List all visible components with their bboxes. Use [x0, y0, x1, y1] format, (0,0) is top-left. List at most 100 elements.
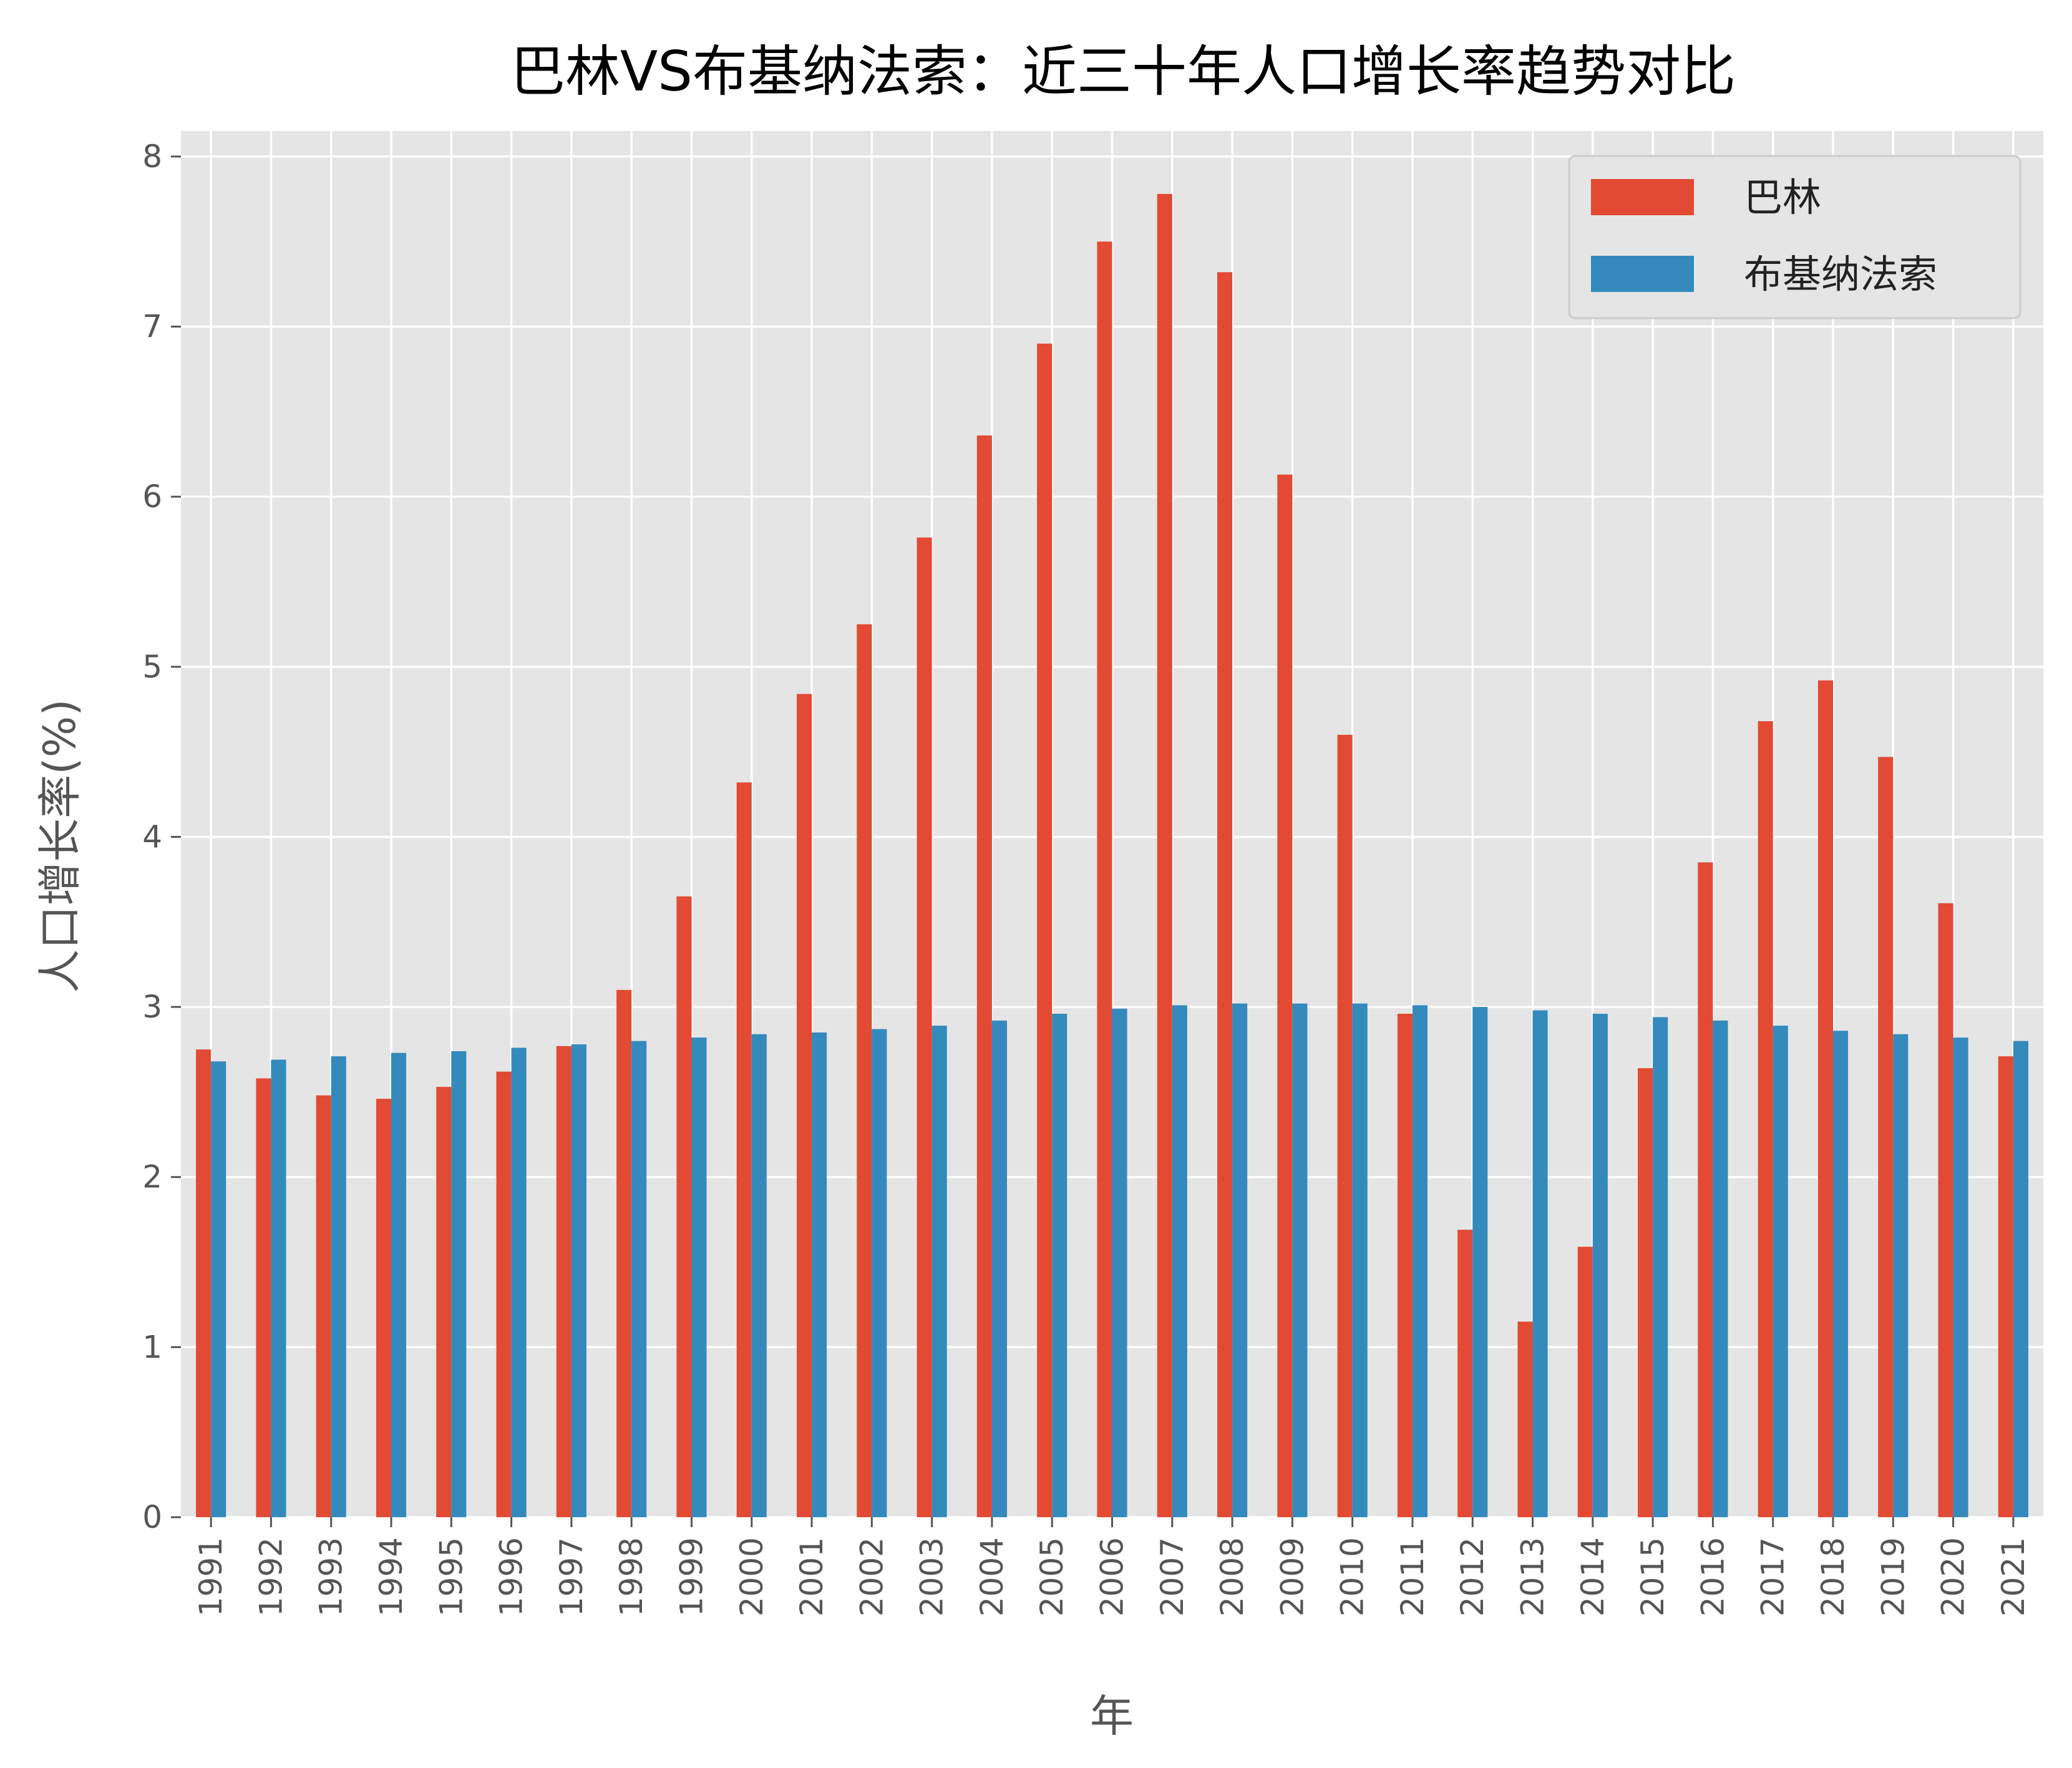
x-tick-label: 2017 — [1755, 1537, 1791, 1616]
bar-burkina-faso — [931, 1026, 947, 1517]
bar-burkina-faso — [211, 1061, 226, 1517]
x-tick-label: 2012 — [1454, 1537, 1491, 1616]
x-tick-label: 2007 — [1154, 1537, 1190, 1616]
x-tick-label: 2003 — [914, 1537, 950, 1616]
legend-label-burkina-faso: 布基纳法索 — [1744, 251, 1937, 297]
y-tick-label: 0 — [142, 1499, 162, 1535]
x-tick-label: 2021 — [1995, 1537, 2031, 1616]
bar-bahrain — [1457, 1230, 1473, 1517]
bar-burkina-faso — [1592, 1013, 1608, 1517]
bar-bahrain — [256, 1078, 271, 1517]
x-tick-label: 2009 — [1274, 1537, 1310, 1616]
bar-burkina-faso — [751, 1034, 767, 1517]
bar-bahrain — [496, 1071, 512, 1517]
legend-swatch-burkina-faso — [1591, 256, 1694, 292]
bar-bahrain — [1277, 474, 1293, 1518]
bar-burkina-faso — [991, 1020, 1007, 1517]
bar-bahrain — [616, 989, 632, 1517]
x-tick-label: 1992 — [253, 1537, 289, 1616]
x-tick-label: 2020 — [1935, 1537, 1972, 1616]
x-axis-label: 年 — [1090, 1691, 1134, 1742]
bar-burkina-faso — [1532, 1010, 1548, 1517]
bar-bahrain — [1217, 272, 1233, 1518]
bar-bahrain — [976, 435, 992, 1517]
chart-title: 巴林VS布基纳法索：近三十年人口增长率趋势对比 — [510, 39, 1736, 104]
bar-bahrain — [1817, 680, 1833, 1517]
bar-bahrain — [1397, 1013, 1413, 1517]
bar-bahrain — [1878, 757, 1894, 1517]
bar-burkina-faso — [1052, 1013, 1068, 1517]
x-tick-label: 2014 — [1575, 1537, 1611, 1616]
bar-burkina-faso — [571, 1044, 586, 1517]
legend-swatch-bahrain — [1591, 179, 1694, 215]
legend: 巴林 布基纳法索 — [1568, 155, 2021, 319]
y-tick-label: 1 — [142, 1329, 162, 1365]
x-tick-label: 2001 — [794, 1537, 830, 1616]
x-tick-label: 2019 — [1875, 1537, 1911, 1616]
bar-bahrain — [1097, 241, 1112, 1517]
bar-bahrain — [1517, 1321, 1533, 1517]
x-tick-label: 1998 — [613, 1537, 649, 1616]
x-tick-label: 2015 — [1635, 1537, 1671, 1616]
bar-burkina-faso — [511, 1047, 527, 1517]
bar-burkina-faso — [1832, 1031, 1849, 1517]
x-tick-label: 2013 — [1515, 1537, 1551, 1616]
bar-burkina-faso — [451, 1051, 467, 1517]
x-tick-label: 2010 — [1335, 1537, 1371, 1616]
x-tick-label: 1999 — [673, 1537, 709, 1616]
bar-bahrain — [376, 1099, 392, 1517]
bar-burkina-faso — [271, 1059, 286, 1517]
bar-bahrain — [316, 1095, 331, 1517]
bar-bahrain — [1698, 862, 1713, 1517]
x-tick-label: 2002 — [854, 1537, 890, 1616]
x-tick-label: 2005 — [1034, 1537, 1070, 1616]
bar-burkina-faso — [812, 1032, 827, 1517]
bar-burkina-faso — [391, 1052, 407, 1517]
bar-burkina-faso — [631, 1041, 647, 1517]
bar-burkina-faso — [1172, 1005, 1187, 1517]
x-tick-label: 1997 — [553, 1537, 590, 1616]
bar-bahrain — [1998, 1056, 2013, 1517]
y-tick-label: 8 — [142, 138, 162, 175]
bar-burkina-faso — [1713, 1020, 1728, 1517]
bar-bahrain — [1758, 721, 1773, 1517]
x-tick-label: 2008 — [1214, 1537, 1250, 1616]
bar-bahrain — [196, 1049, 212, 1517]
x-tick-label: 2000 — [734, 1537, 770, 1616]
x-tick-label: 2011 — [1394, 1537, 1431, 1616]
y-tick-label: 5 — [142, 649, 162, 685]
bar-burkina-faso — [1232, 1003, 1248, 1517]
bar-bahrain — [1938, 903, 1953, 1517]
x-tick-label: 2004 — [974, 1537, 1010, 1616]
bar-burkina-faso — [1412, 1005, 1428, 1517]
y-tick-label: 6 — [142, 478, 162, 515]
x-tick-label: 2018 — [1815, 1537, 1851, 1616]
bar-bahrain — [1638, 1068, 1653, 1517]
bar-burkina-faso — [1773, 1026, 1788, 1517]
x-tick-label: 1993 — [313, 1537, 349, 1616]
bar-burkina-faso — [1352, 1003, 1368, 1517]
x-tick-label: 1994 — [373, 1537, 409, 1616]
bar-burkina-faso — [1472, 1007, 1488, 1517]
bar-bahrain — [556, 1046, 572, 1517]
bar-burkina-faso — [1112, 1008, 1127, 1517]
bar-bahrain — [917, 537, 932, 1517]
bars — [196, 193, 2028, 1518]
bar-bahrain — [796, 694, 812, 1517]
bar-bahrain — [676, 896, 692, 1517]
x-tick-label: 1996 — [494, 1537, 530, 1616]
y-axis-label: 人口增长率(%) — [34, 699, 85, 993]
y-tick-label: 2 — [142, 1159, 162, 1195]
y-tick-label: 3 — [142, 989, 162, 1025]
y-tick-label: 4 — [142, 818, 162, 855]
bar-burkina-faso — [872, 1029, 887, 1517]
axis-ticks: 0 1 2 3 4 5 6 7 8 1991 1992 1993 1994 1995 1996 1997 199… — [142, 138, 2031, 1616]
bar-burkina-faso — [1893, 1034, 1909, 1517]
bar-bahrain — [1037, 343, 1053, 1517]
x-tick-label: 2016 — [1695, 1537, 1731, 1616]
bar-bahrain — [1577, 1246, 1593, 1517]
x-tick-label: 1995 — [433, 1537, 469, 1616]
bar-bahrain — [1337, 734, 1353, 1517]
x-tick-label: 1991 — [193, 1537, 229, 1616]
